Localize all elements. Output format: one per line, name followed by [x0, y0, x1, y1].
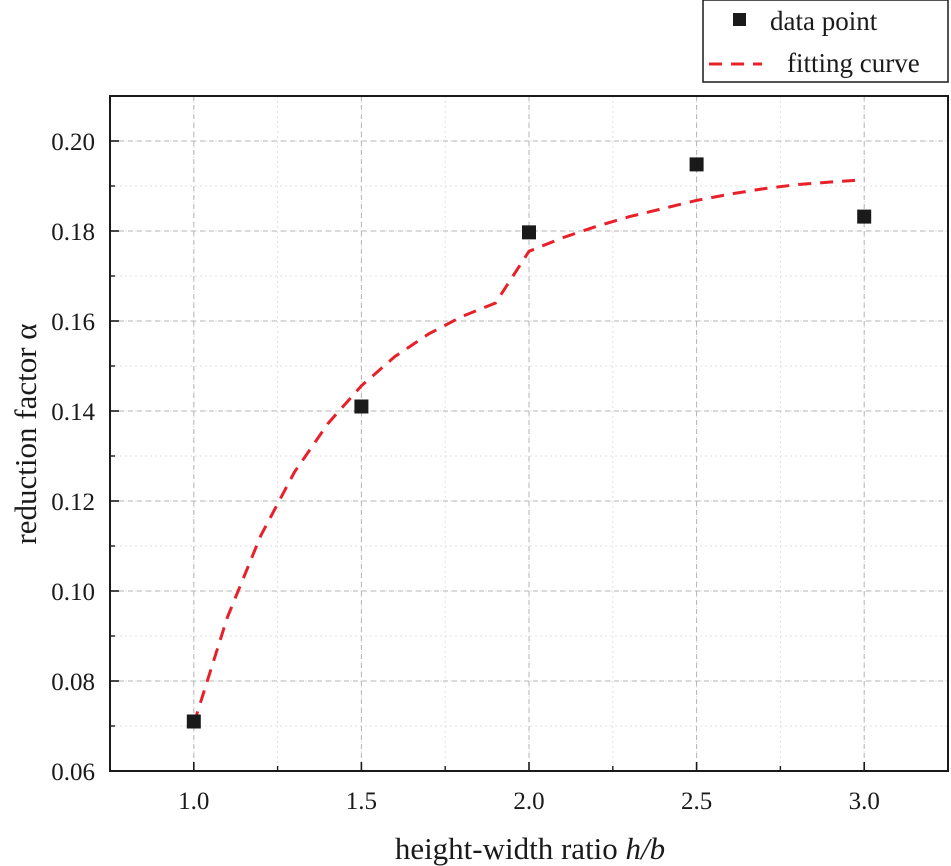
x-tick-label: 2.0	[513, 788, 544, 815]
data-point-marker	[857, 209, 872, 224]
data-point-series	[186, 157, 872, 729]
x-tick-label: 1.5	[346, 788, 377, 815]
y-tick-label: 0.12	[51, 489, 95, 516]
fitting-curve-line	[192, 178, 865, 725]
y-tick-label: 0.20	[51, 129, 95, 156]
axis-ticks: 1.0 1.5 2.0 2.5 3.0 0.06 0.08 0.10 0.12 0.14 0.16 0…	[51, 95, 880, 815]
data-point-marker	[354, 399, 369, 414]
legend-marker-data-point	[733, 13, 746, 26]
x-tick-label: 3.0	[849, 788, 880, 815]
legend: data point fitting curve	[702, 0, 949, 83]
x-tick-label: 2.5	[681, 788, 712, 815]
data-point-marker	[689, 157, 704, 172]
y-tick-label: 0.16	[51, 309, 95, 336]
y-tick-label: 0.18	[51, 219, 95, 246]
y-tick-label: 0.10	[51, 579, 95, 606]
fitting-curve-series	[192, 178, 865, 725]
data-point-marker	[186, 714, 201, 729]
legend-label-fitting-curve: fitting curve	[787, 48, 920, 78]
legend-label-data-point: data point	[770, 6, 878, 36]
data-point-marker	[522, 225, 536, 240]
y-tick-label: 0.08	[51, 669, 95, 696]
y-axis-label: reduction factor α	[8, 323, 43, 544]
grid	[110, 96, 948, 771]
y-tick-label: 0.14	[51, 399, 95, 426]
x-tick-label: 1.0	[178, 788, 209, 815]
y-tick-label: 0.06	[51, 759, 95, 786]
x-axis-label: height-width ratio h/b	[395, 831, 665, 866]
